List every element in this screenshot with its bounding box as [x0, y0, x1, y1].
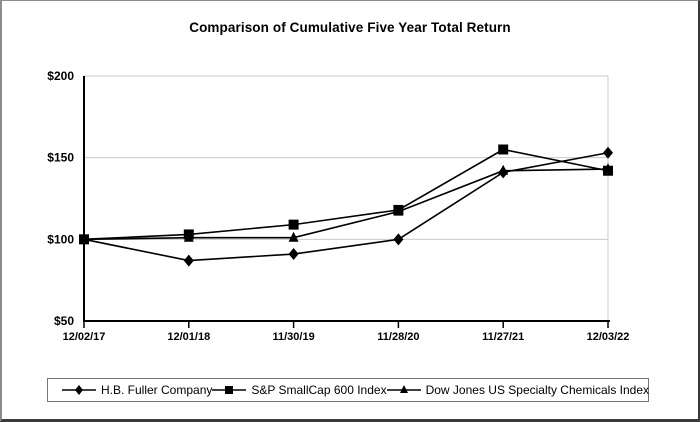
legend-item-label: S&P SmallCap 600 Index — [251, 383, 387, 397]
data-point-diamond — [393, 233, 404, 246]
data-point-square — [498, 144, 509, 155]
data-point-diamond — [498, 166, 509, 179]
data-point-diamond — [288, 248, 299, 261]
x-axis-label: 12/02/17 — [63, 331, 106, 343]
data-point-square — [183, 229, 194, 240]
legend: H.B. Fuller Company S&P SmallCap 600 Inde… — [47, 378, 649, 402]
series-line — [83, 168, 609, 241]
x-axis-label: 11/30/19 — [272, 331, 314, 343]
x-axis-label: 11/27/21 — [482, 331, 524, 343]
data-point-diamond — [603, 146, 613, 159]
data-point-triangle — [288, 231, 299, 242]
diamond-marker-icon — [62, 385, 96, 395]
data-point-square — [393, 204, 404, 215]
y-axis-label: $50 — [54, 314, 74, 328]
x-axis-label: 12/03/22 — [587, 331, 630, 343]
y-axis-label: $200 — [47, 69, 74, 83]
series-line — [83, 148, 609, 241]
y-axis-label: $150 — [47, 151, 74, 165]
legend-item-label: H.B. Fuller Company — [101, 383, 213, 397]
data-point-square — [288, 219, 299, 230]
series-line — [83, 151, 609, 262]
x-axis-label: 11/28/20 — [377, 331, 419, 343]
chart-title: Comparison of Cumulative Five Year Total… — [189, 20, 511, 35]
line-chart: $50 $100 $150 $200 12/02/17 12/01/18 11/30/19 1… — [47, 69, 630, 343]
square-marker-icon — [212, 386, 247, 394]
data-point-square — [79, 234, 89, 245]
data-point-diamond — [183, 254, 194, 267]
legend-item: Dow Jones US Specialty Chemicals Index — [386, 383, 650, 397]
triangle-marker-icon — [386, 385, 421, 393]
x-axis-label: 12/01/18 — [167, 331, 210, 343]
y-axis-label: $100 — [47, 232, 74, 246]
legend-item-label: Dow Jones US Specialty Chemicals Index — [425, 383, 650, 397]
legend-item: H.B. Fuller Company — [62, 383, 212, 397]
legend-item: S&P SmallCap 600 Index — [212, 383, 387, 397]
data-point-square — [603, 165, 613, 176]
